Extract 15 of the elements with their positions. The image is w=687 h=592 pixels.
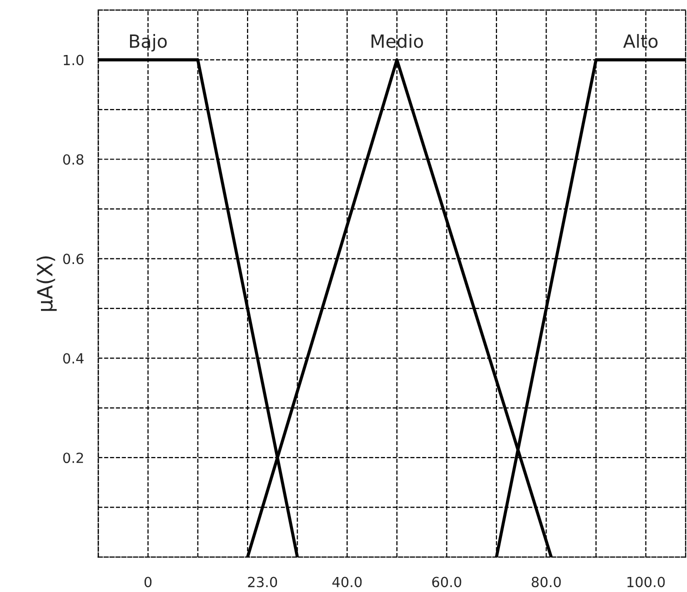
series-label: Bajo bbox=[130, 34, 167, 52]
y-tick-label: 1.0 bbox=[64, 54, 84, 66]
y-tick-label: 0.8 bbox=[63, 154, 84, 165]
series-label: Alto bbox=[623, 34, 658, 48]
y-tick-label: 0.4 bbox=[63, 353, 84, 364]
y-tick-label: 0.2 bbox=[63, 452, 83, 464]
x-tick-label: 60.0 bbox=[432, 576, 462, 588]
y-axis-title: µA(X) bbox=[36, 256, 57, 311]
series-label: Medio bbox=[372, 34, 424, 48]
x-tick-label: 100.0 bbox=[627, 576, 665, 588]
x-tick-label: 0 bbox=[144, 576, 152, 588]
x-tick-label: 80.0 bbox=[532, 576, 561, 588]
y-tick-label: 0.6 bbox=[63, 254, 84, 264]
x-tick-label: 23.0 bbox=[248, 576, 278, 588]
x-tick-label: 40.0 bbox=[332, 576, 362, 588]
